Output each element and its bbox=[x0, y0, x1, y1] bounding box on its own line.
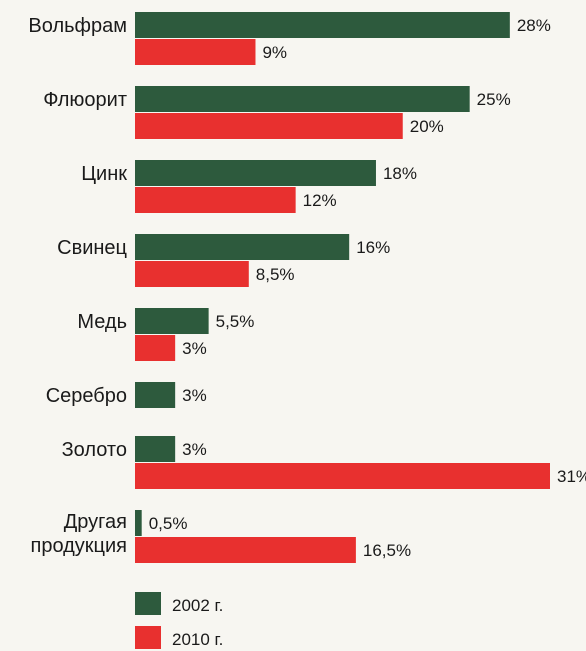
bar-2010-7 bbox=[135, 537, 356, 563]
value-label-2010-3: 8,5% bbox=[256, 265, 295, 284]
category-label-0: Вольфрам bbox=[28, 15, 127, 37]
category-label-1: Флюорит bbox=[43, 89, 127, 111]
category-label-6: Золото bbox=[62, 439, 127, 461]
bar-2002-1 bbox=[135, 86, 470, 112]
legend-swatch-2010 bbox=[135, 626, 161, 649]
category-label-3: Свинец bbox=[57, 237, 127, 259]
value-label-2010-6: 31% bbox=[557, 467, 586, 486]
bar-2010-4 bbox=[135, 335, 176, 361]
bar-2002-5 bbox=[135, 382, 176, 408]
bar-2002-7 bbox=[135, 510, 142, 536]
value-label-2010-1: 20% bbox=[410, 117, 444, 136]
value-label-2002-4: 5,5% bbox=[216, 312, 255, 331]
value-label-2002-0: 28% bbox=[517, 16, 551, 35]
value-label-2010-4: 3% bbox=[182, 339, 207, 358]
labels-layer: 28% 9% Вольфрам 25% 20% Флюорит 18% 12% Цинк 16% 8… bbox=[28, 15, 586, 560]
value-label-2002-3: 16% bbox=[356, 238, 390, 257]
value-label-2002-1: 25% bbox=[477, 90, 511, 109]
legend: 2002 г. 2010 г. bbox=[135, 592, 223, 649]
bar-2010-2 bbox=[135, 187, 296, 213]
value-label-2002-6: 3% bbox=[182, 440, 207, 459]
category-label-7: Другая продукция bbox=[30, 511, 127, 557]
value-label-2010-2: 12% bbox=[303, 191, 337, 210]
bars-layer bbox=[135, 12, 550, 563]
category-label-5: Серебро bbox=[46, 385, 127, 407]
value-label-2002-7: 0,5% bbox=[149, 514, 188, 533]
value-label-2002-2: 18% bbox=[383, 164, 417, 183]
value-label-2010-7: 16,5% bbox=[363, 541, 411, 560]
value-label-2002-5: 3% bbox=[182, 386, 207, 405]
bar-2002-2 bbox=[135, 160, 376, 186]
value-label-2010-0: 9% bbox=[262, 43, 287, 62]
category-label-2: Цинк bbox=[81, 163, 127, 185]
bar-2002-4 bbox=[135, 308, 209, 334]
bar-2010-3 bbox=[135, 261, 249, 287]
category-label-4: Медь bbox=[77, 311, 127, 333]
bar-2002-3 bbox=[135, 234, 350, 260]
bar-2010-1 bbox=[135, 113, 403, 139]
legend-label-2002: 2002 г. bbox=[172, 596, 223, 615]
bar-2010-0 bbox=[135, 39, 256, 65]
bar-2002-0 bbox=[135, 12, 510, 38]
bar-2002-6 bbox=[135, 436, 176, 462]
legend-label-2010: 2010 г. bbox=[172, 630, 223, 649]
legend-swatch-2002 bbox=[135, 592, 161, 615]
bar-2010-6 bbox=[135, 463, 550, 489]
